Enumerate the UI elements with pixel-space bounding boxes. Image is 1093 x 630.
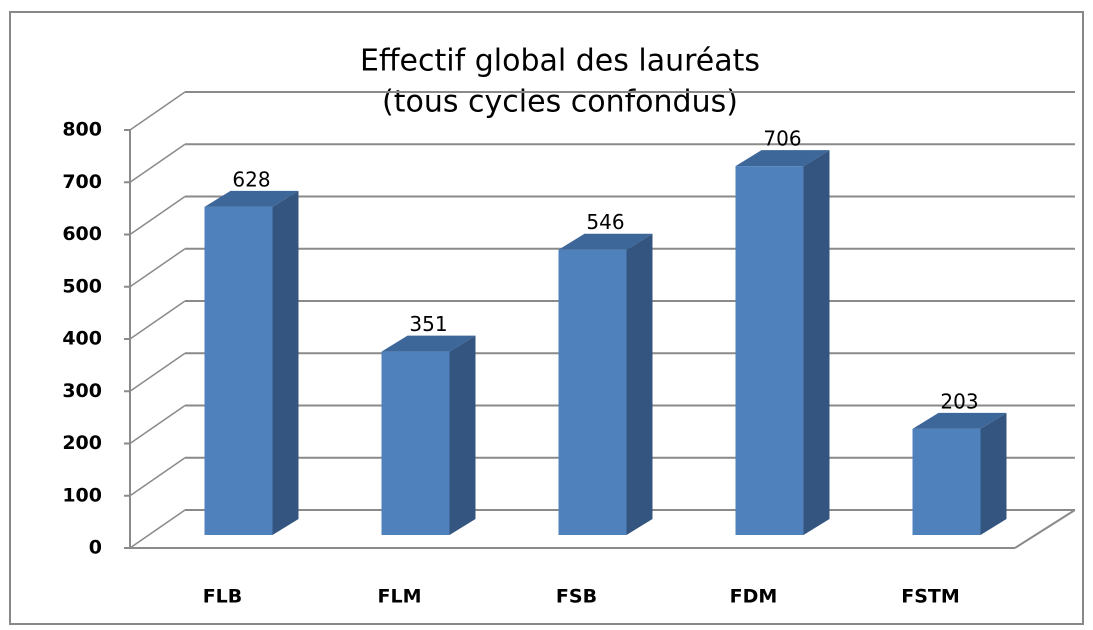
bar bbox=[381, 351, 450, 535]
grid-line bbox=[129, 195, 186, 236]
y-tick-label: 300 bbox=[62, 380, 102, 402]
bar-top bbox=[912, 412, 1007, 429]
x-tick-label: FDM bbox=[730, 586, 778, 608]
bar-side bbox=[449, 335, 476, 535]
chart-frame bbox=[9, 11, 1084, 625]
y-tick-label: 100 bbox=[62, 484, 102, 506]
bar-top bbox=[735, 150, 830, 167]
bar-top bbox=[381, 335, 476, 352]
floor-edge bbox=[1014, 509, 1076, 549]
grid-line bbox=[129, 248, 186, 288]
grid-line bbox=[129, 300, 186, 340]
y-tick-label: 800 bbox=[62, 119, 102, 141]
y-tick-label: 700 bbox=[62, 171, 102, 193]
bar-top bbox=[558, 233, 653, 250]
bar bbox=[204, 206, 273, 535]
x-tick-label: FLB bbox=[203, 586, 243, 608]
grid-line bbox=[129, 143, 186, 183]
bar-side bbox=[803, 150, 830, 536]
chart-title: Effectif global des lauréats bbox=[360, 44, 760, 79]
bar bbox=[558, 249, 627, 535]
data-label: 706 bbox=[763, 127, 801, 151]
data-label: 546 bbox=[586, 210, 624, 234]
x-tick-label: FSTM bbox=[901, 586, 960, 608]
bar-side bbox=[272, 190, 299, 535]
grid-line bbox=[129, 509, 186, 549]
bar-side bbox=[626, 233, 653, 535]
data-label: 628 bbox=[232, 167, 270, 191]
data-label: 203 bbox=[940, 389, 978, 413]
bar-top bbox=[204, 190, 299, 207]
chart-title: (tous cycles confondus) bbox=[382, 85, 738, 120]
x-tick-label: FLM bbox=[378, 586, 422, 608]
y-tick-label: 500 bbox=[62, 275, 102, 297]
bar-side bbox=[980, 412, 1007, 535]
data-label: 351 bbox=[409, 312, 447, 336]
y-tick-label: 0 bbox=[89, 537, 102, 559]
x-tick-label: FSB bbox=[556, 586, 597, 608]
grid-line bbox=[129, 404, 186, 445]
bar bbox=[912, 428, 981, 535]
y-tick-label: 200 bbox=[62, 432, 102, 454]
bar bbox=[735, 166, 804, 536]
grid-line bbox=[129, 352, 186, 392]
grid-line bbox=[129, 91, 186, 131]
grid-line bbox=[129, 457, 186, 497]
y-tick-label: 400 bbox=[62, 328, 102, 350]
y-tick-label: 600 bbox=[62, 223, 102, 245]
